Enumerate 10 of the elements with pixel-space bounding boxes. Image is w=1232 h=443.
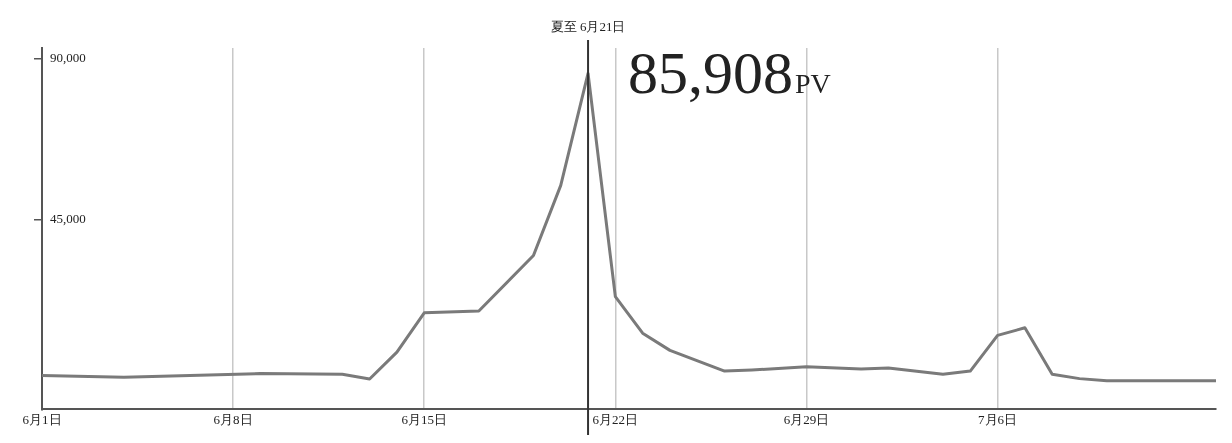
x-tick-label: 6月8日 — [213, 411, 253, 427]
annotation: 85,908PV — [628, 40, 831, 107]
x-tick-label: 7月6日 — [978, 411, 1018, 427]
y-tick-label: 45,000 — [50, 211, 86, 227]
y-tick-label: 90,000 — [50, 50, 86, 66]
ref-line-label: 夏至 6月21日 — [550, 18, 626, 34]
x-tick-label: 6月22日 — [592, 411, 639, 427]
x-tick-label: 6月1日 — [22, 411, 62, 427]
x-tick-label: 6月15日 — [401, 411, 447, 427]
x-tick-label: 6月29日 — [783, 411, 830, 427]
